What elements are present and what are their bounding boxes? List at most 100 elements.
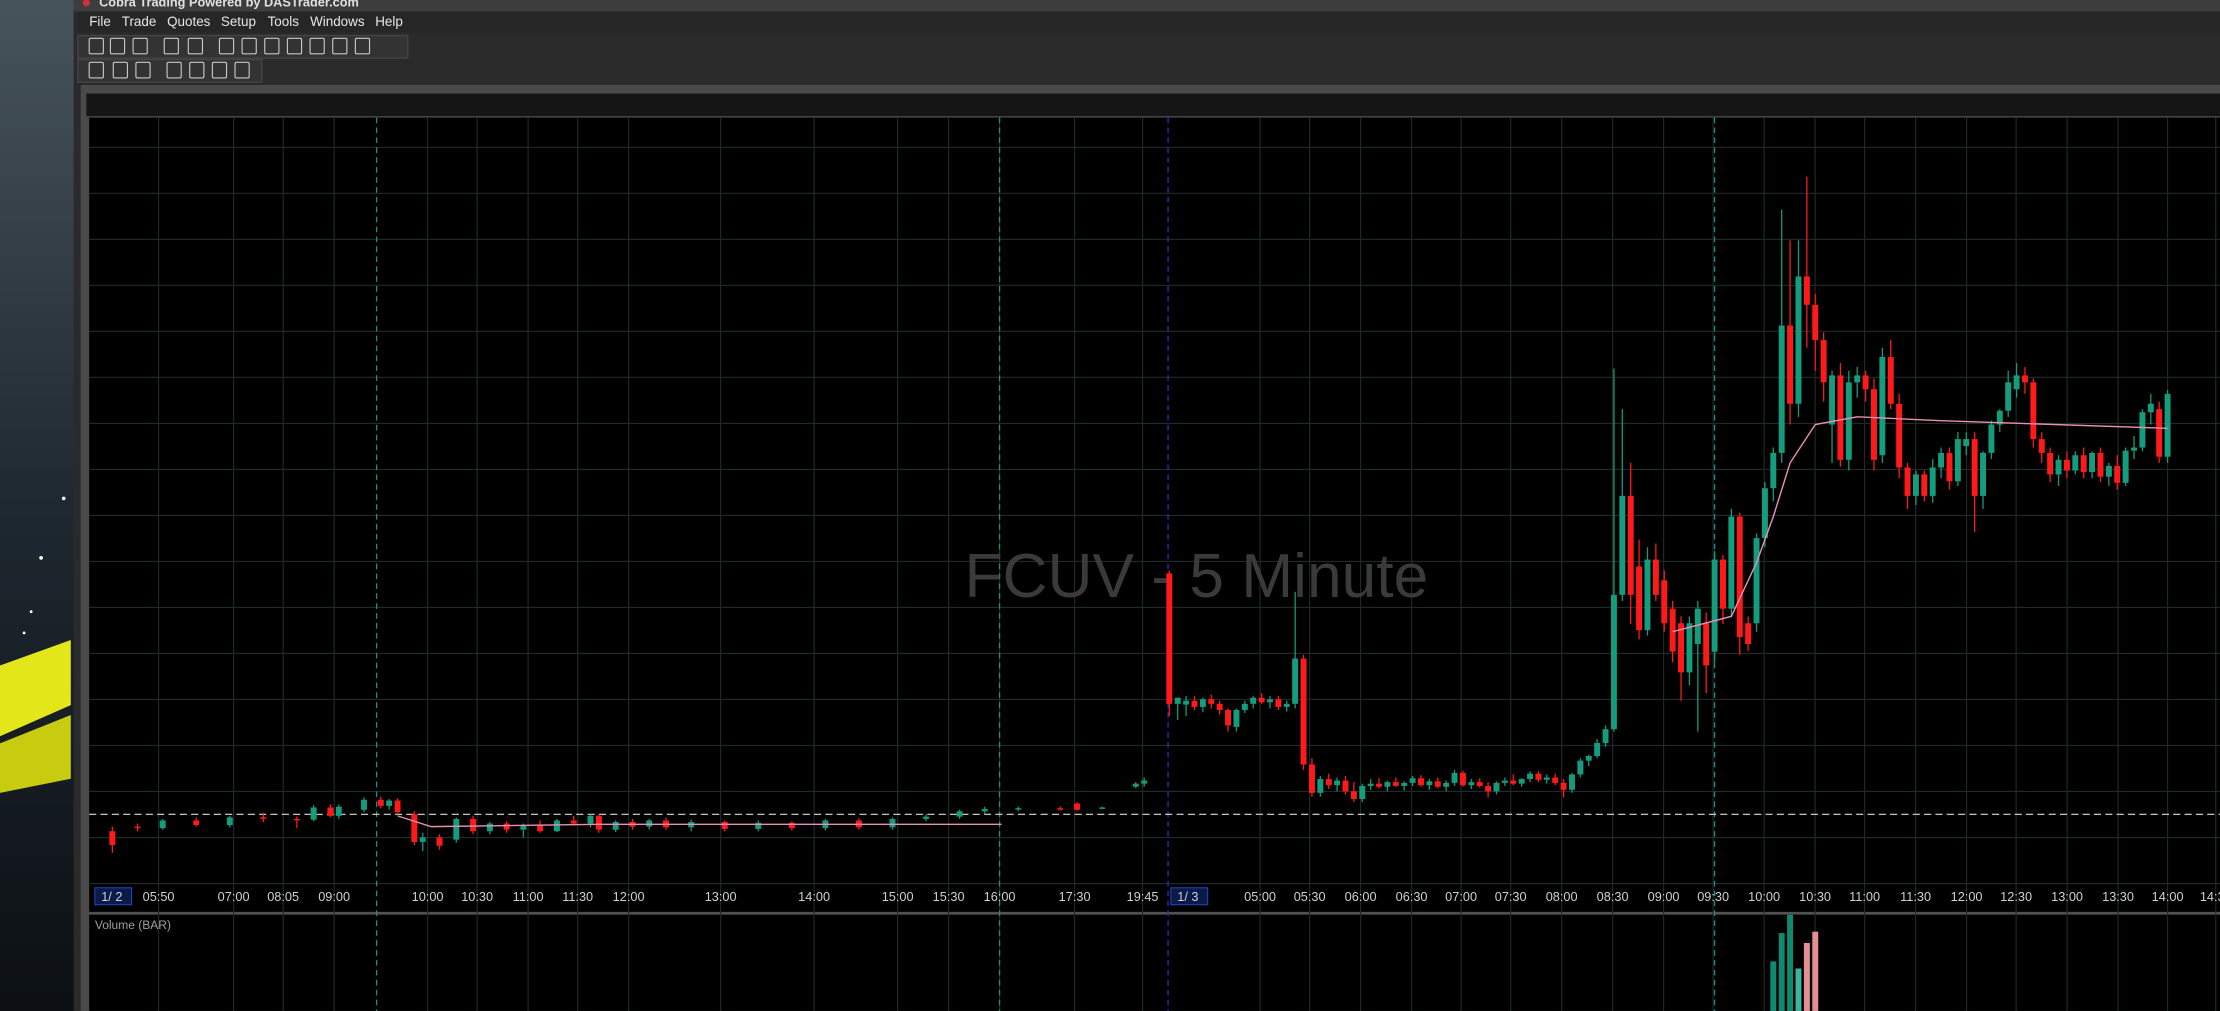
menu-item[interactable]: Windows — [310, 14, 365, 29]
toolbar-button[interactable] — [332, 37, 348, 55]
toolbar-button[interactable] — [132, 37, 148, 55]
candle-body — [377, 799, 384, 806]
candle-body — [1887, 356, 1894, 404]
candle-body — [1418, 778, 1424, 786]
candle-body — [956, 811, 963, 817]
candle-body — [2139, 412, 2146, 448]
candle-body — [2164, 393, 2171, 457]
x-tick-label: 11:30 — [1900, 889, 1931, 904]
candle-body — [1183, 700, 1190, 705]
candle-body — [1896, 403, 1903, 468]
x-tick-label: 10:00 — [1748, 889, 1780, 904]
candle-body — [1820, 340, 1827, 383]
toolbar-button[interactable] — [211, 61, 228, 79]
x-tick-label: 08:30 — [1597, 889, 1629, 904]
toolbar-button[interactable] — [112, 61, 128, 79]
candle-body — [1216, 703, 1223, 710]
volume-title: Volume (BAR) — [95, 918, 171, 932]
toolbar-button[interactable] — [234, 61, 250, 79]
candle-body — [2055, 459, 2062, 475]
toolbar-button[interactable] — [88, 37, 104, 55]
candle-body — [1258, 697, 1265, 703]
toolbar-button[interactable] — [109, 37, 126, 55]
candle-body — [1720, 559, 1726, 609]
volume-bar — [1778, 933, 1785, 1011]
desktop-dot — [22, 631, 26, 635]
candle-body — [889, 818, 896, 828]
toolbar-button[interactable] — [189, 61, 205, 79]
toolbar-button[interactable] — [354, 37, 371, 55]
toolbar-button[interactable] — [88, 61, 104, 79]
toolbar-button[interactable] — [286, 37, 303, 55]
toolbar-button[interactable] — [135, 61, 151, 79]
menu-item[interactable]: Setup — [221, 14, 256, 29]
menu-item[interactable]: Tools — [268, 14, 300, 29]
candle-body — [1803, 276, 1810, 305]
candle-body — [1711, 559, 1718, 652]
candle-body — [1174, 697, 1181, 704]
candle-body — [1426, 781, 1433, 786]
x-tick-label: 1/ 3 — [1177, 889, 1198, 904]
x-tick-label: 11:00 — [1849, 889, 1880, 904]
menu-item[interactable]: File — [89, 14, 111, 29]
candle-body — [1661, 580, 1668, 624]
x-tick-label: 07:00 — [1445, 889, 1477, 904]
toolbar-button[interactable] — [264, 37, 280, 55]
candle-body — [2021, 375, 2028, 383]
candle-body — [595, 815, 602, 830]
toolbar-button[interactable] — [241, 37, 257, 55]
toolbar-button[interactable] — [163, 37, 179, 55]
candle-body — [1854, 375, 1861, 383]
candle-body — [2063, 459, 2070, 471]
candle-body — [1342, 780, 1349, 792]
candle-body — [1552, 777, 1559, 783]
candle-body — [1317, 779, 1324, 793]
toolbar-button[interactable] — [166, 61, 182, 79]
candle-body — [1267, 699, 1273, 703]
candle-body — [1191, 700, 1198, 707]
candle-body — [1334, 780, 1341, 786]
x-tick-label: 19:45 — [1127, 889, 1159, 904]
candle-body — [327, 807, 334, 816]
candle-body — [1770, 452, 1777, 489]
toolbar-button[interactable] — [309, 37, 325, 55]
x-tick-label: 1/ 2 — [101, 889, 122, 904]
candle-body — [2105, 465, 2112, 477]
candle-body — [1963, 439, 1970, 447]
toolbar — [77, 58, 263, 83]
candle-body — [1585, 756, 1592, 761]
toolbar-button[interactable] — [218, 37, 235, 55]
menu-bar — [77, 12, 2220, 33]
x-tick-label: 14:30 — [2200, 889, 2220, 904]
candle-body — [1015, 808, 1022, 810]
toolbar-button[interactable] — [187, 37, 204, 55]
candle-body — [1074, 803, 1081, 810]
desktop-stripe — [0, 715, 71, 793]
candle-body — [1862, 375, 1869, 390]
candle-body — [1971, 439, 1978, 496]
x-tick-label: 10:30 — [461, 889, 493, 904]
x-tick-label: 09:00 — [318, 889, 350, 904]
desktop-dot — [29, 610, 33, 614]
candle-body — [1359, 785, 1366, 799]
x-tick-label: 09:00 — [1648, 889, 1680, 904]
candle-body — [553, 820, 560, 832]
menu-item[interactable]: Help — [375, 14, 403, 29]
candle-body — [1057, 808, 1064, 810]
candle-body — [193, 820, 200, 826]
toolbar — [77, 34, 409, 59]
window-title: Cobra Trading Powered by DASTrader.com — [99, 0, 359, 9]
candle-body — [436, 837, 443, 846]
plot-area — [89, 117, 2220, 885]
app-icon — [82, 0, 90, 7]
x-tick-label: 06:00 — [1345, 889, 1377, 904]
candle-body — [1569, 774, 1575, 790]
menu-item[interactable]: Quotes — [167, 14, 211, 29]
candle-body — [1652, 559, 1659, 595]
candle-body — [1199, 699, 1206, 707]
candle-body — [1921, 474, 1928, 496]
menu-item[interactable]: Trade — [122, 14, 157, 29]
x-tick-label: 05:50 — [143, 889, 175, 904]
candle-body — [1602, 729, 1609, 743]
